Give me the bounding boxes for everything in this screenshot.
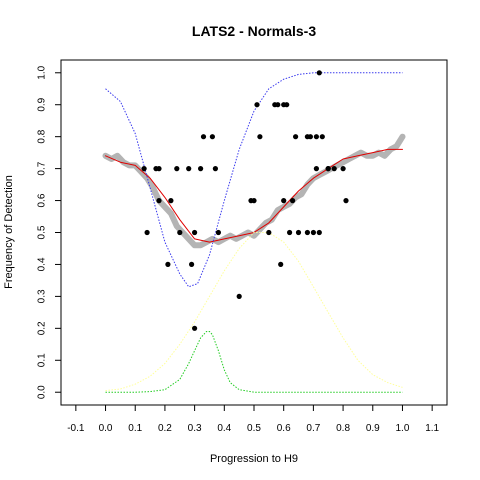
data-point (189, 261, 195, 267)
data-point (251, 198, 257, 204)
data-point (177, 229, 183, 236)
data-point (192, 229, 198, 236)
data-point (257, 134, 263, 140)
x-tick-label: 0.9 (366, 423, 380, 434)
y-tick-label: 0.7 (37, 161, 48, 175)
data-point (165, 261, 171, 267)
data-point (212, 166, 218, 172)
y-tick-label: 0.4 (37, 257, 48, 271)
data-point (295, 229, 302, 236)
data-point (144, 229, 150, 236)
data-point (168, 198, 174, 204)
y-tick-label: 0.8 (37, 129, 48, 143)
data-point (141, 166, 147, 172)
data-point (275, 102, 281, 108)
y-tick-label: 0.6 (37, 193, 48, 207)
data-point (186, 166, 192, 172)
data-point (307, 134, 313, 140)
data-point (192, 325, 198, 331)
x-tick-label: 0.8 (336, 423, 350, 434)
data-point (281, 198, 287, 204)
data-point (316, 70, 322, 76)
data-point (236, 293, 242, 299)
y-tick-label: 0.1 (37, 353, 48, 367)
data-point (293, 134, 299, 140)
x-tick-label: 0.5 (247, 423, 261, 434)
y-tick-label: 0.0 (37, 385, 48, 399)
data-point (331, 166, 337, 172)
x-tick-label: 1.1 (425, 423, 439, 434)
y-tick-label: 0.3 (37, 289, 48, 303)
data-point (287, 229, 293, 236)
x-tick-label: 0.7 (306, 423, 320, 434)
data-point (313, 134, 319, 140)
data-point (310, 229, 316, 236)
data-point (284, 102, 290, 108)
series-line-4 (105, 331, 403, 393)
data-point (316, 229, 322, 236)
x-tick-label: 0.1 (128, 423, 142, 434)
y-axis-label: Frequency of Detection (3, 175, 15, 289)
data-point (156, 198, 162, 204)
y-tick-label: 1.0 (37, 65, 48, 79)
data-point (304, 229, 310, 236)
x-tick-label: 0.4 (217, 423, 231, 434)
x-tick-label: 0.3 (188, 423, 202, 434)
chart-points (141, 70, 349, 331)
series-line-3 (105, 232, 403, 392)
data-point (266, 229, 272, 236)
data-point (340, 166, 346, 172)
data-point (343, 198, 349, 204)
x-tick-label: 1.0 (396, 423, 410, 434)
data-point (278, 261, 284, 267)
data-point (325, 166, 331, 172)
x-tick-label: 0.2 (158, 423, 172, 434)
y-tick-label: 0.2 (37, 321, 48, 335)
data-point (200, 134, 207, 140)
chart-series (102, 72, 406, 393)
series-line-2 (105, 72, 403, 288)
series-line-0 (102, 133, 406, 249)
y-tick-label: 0.5 (37, 225, 48, 239)
data-point (290, 198, 296, 204)
x-axis-label: Progression to H9 (210, 453, 298, 465)
x-tick-label: 0.6 (277, 423, 291, 434)
data-point (313, 166, 319, 172)
x-tick-label: 0.0 (99, 423, 113, 434)
data-point (215, 229, 221, 236)
y-tick-label: 0.9 (37, 97, 48, 111)
data-point (174, 166, 180, 172)
data-point (209, 134, 215, 140)
series-line-1 (105, 148, 403, 243)
x-tick-label: -0.1 (67, 423, 85, 434)
axis-ticks: -0.1 0.0 0.1 0.2 0.3 0.4 0.5 0.6 0.7 0.8 0.9 1.0 1.1… (37, 65, 440, 434)
data-point (198, 166, 204, 172)
data-point (156, 166, 162, 172)
data-point (254, 102, 260, 108)
chart-title: LATS2 - Normals-3 (192, 23, 316, 39)
data-point (319, 134, 325, 140)
